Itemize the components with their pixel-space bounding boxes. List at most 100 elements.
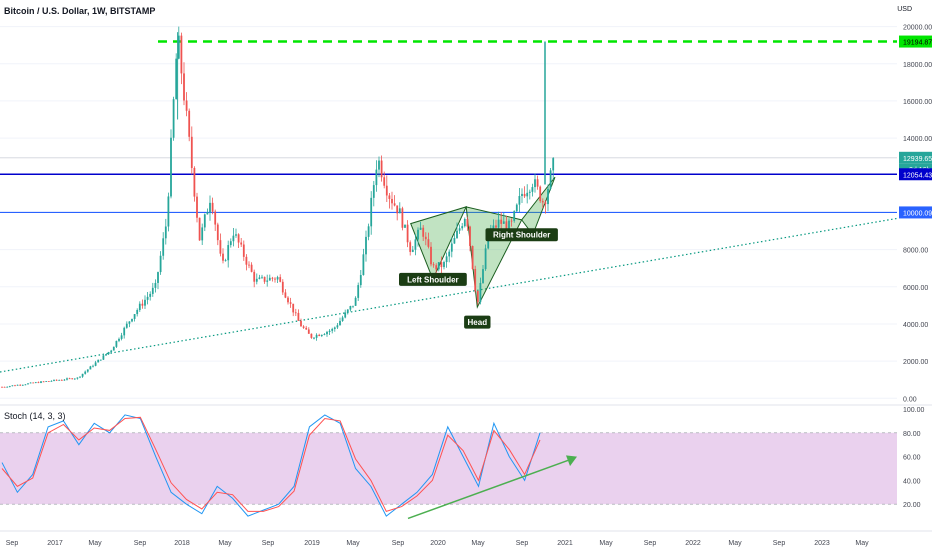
candle-body	[125, 323, 128, 328]
candle-body	[102, 355, 105, 360]
candle-body	[443, 262, 445, 268]
stoch-label[interactable]: Stoch (14, 3, 3)	[4, 411, 66, 421]
divergence-arrow	[407, 458, 573, 520]
candle-body	[71, 378, 74, 380]
candle-body	[131, 318, 133, 322]
candle-body	[211, 202, 214, 212]
price-tick-label: 16000.00	[903, 99, 932, 106]
candle-body	[3, 386, 6, 388]
candle-body	[183, 73, 185, 101]
candle-body	[365, 236, 367, 255]
candle-body	[84, 371, 87, 374]
candle-body	[245, 256, 248, 265]
candle-body	[484, 248, 487, 270]
pattern-segment	[410, 206, 468, 281]
price-pill-bg	[899, 206, 932, 219]
candle-body	[331, 328, 334, 331]
pattern-segment	[465, 206, 523, 309]
candle-body	[53, 379, 55, 381]
candle-body	[435, 265, 438, 270]
candle-body	[97, 359, 100, 363]
candle-body	[495, 225, 497, 228]
candle-body	[8, 386, 11, 387]
candle-body	[232, 235, 235, 242]
candle-body	[414, 239, 417, 250]
candle-body	[378, 160, 380, 170]
candle-body	[274, 278, 276, 280]
candle-body	[40, 381, 42, 383]
candle-body	[253, 271, 256, 282]
candle-body	[190, 136, 193, 168]
annotation-label: Right Shoulder	[493, 231, 550, 240]
candle-body	[201, 227, 204, 241]
candle-body	[380, 160, 383, 178]
candle-body	[323, 334, 326, 335]
candle-body	[448, 251, 451, 257]
candle-body	[110, 350, 113, 353]
price-pill-resistance: 12054.43	[899, 168, 932, 181]
candle-body	[430, 246, 432, 265]
time-tick-label: 2019	[304, 540, 320, 547]
annotation-right-shoulder: Right Shoulder	[485, 228, 558, 242]
candle-body	[458, 228, 461, 231]
candle-body	[526, 192, 529, 197]
candle-body	[466, 219, 469, 227]
candle-body	[115, 340, 118, 347]
candle-body	[196, 196, 198, 218]
candle-body	[320, 334, 323, 336]
candle-body	[167, 196, 170, 227]
candle-body	[60, 379, 63, 381]
candle-body	[261, 276, 263, 278]
candle-body	[138, 303, 141, 311]
price-pill-support: 10000.09	[899, 206, 932, 219]
price-tick-label: 2000.00	[903, 359, 928, 366]
candle-body	[339, 320, 341, 326]
candle-body	[149, 293, 152, 297]
candle-body	[1, 386, 3, 388]
candle-body	[6, 386, 9, 388]
candle-body	[219, 240, 222, 254]
stochastic-pane[interactable]: 20.00 40.00 60.00 80.00 100.00	[0, 404, 932, 520]
time-tick-label: 2017	[47, 540, 63, 547]
candle-body	[42, 381, 45, 383]
candle-body	[424, 236, 427, 240]
candle-body	[19, 384, 22, 386]
candle-body	[76, 377, 79, 379]
candle-body	[541, 201, 544, 203]
candle-body	[502, 221, 505, 224]
candle-body	[248, 264, 250, 266]
candle-body	[279, 277, 282, 282]
candle-body	[307, 329, 310, 334]
candle-body	[294, 312, 297, 314]
candle-body	[193, 167, 196, 197]
stoch-line-d	[1, 416, 541, 512]
price-axis[interactable]: 0.002000.004000.006000.008000.0010000.00…	[899, 25, 932, 404]
annotation-label: Left Shoulder	[407, 275, 459, 284]
candle-body	[396, 205, 399, 214]
candle-body	[523, 193, 526, 197]
candle-body	[513, 211, 516, 221]
candle-body	[164, 226, 167, 239]
time-axis[interactable]: Sep 2017 May Sep 2018 May Sep 2019 May Sep 2020 May…	[0, 530, 932, 547]
candle-body	[419, 227, 422, 230]
candle-body	[50, 380, 53, 382]
candle-body	[383, 177, 386, 186]
candle-body	[432, 264, 435, 266]
candle-body	[344, 312, 347, 318]
time-tick-label: 2021	[557, 540, 573, 547]
time-tick-label: 2022	[685, 540, 701, 547]
candle-body	[510, 220, 513, 222]
stoch-tick-label: 20.00	[903, 502, 921, 509]
candle-body	[146, 296, 149, 300]
candle-body	[417, 229, 419, 240]
candle-body	[224, 260, 227, 262]
price-pill-target: 19194.87	[899, 35, 932, 48]
candle-body	[37, 382, 40, 384]
price-pill-bg	[899, 168, 932, 181]
candle-body	[242, 244, 245, 257]
candle-body	[544, 202, 547, 205]
candle-body	[492, 225, 495, 231]
time-tick-label: Sep	[134, 540, 147, 547]
annotation-left-shoulder: Left Shoulder	[399, 272, 467, 286]
